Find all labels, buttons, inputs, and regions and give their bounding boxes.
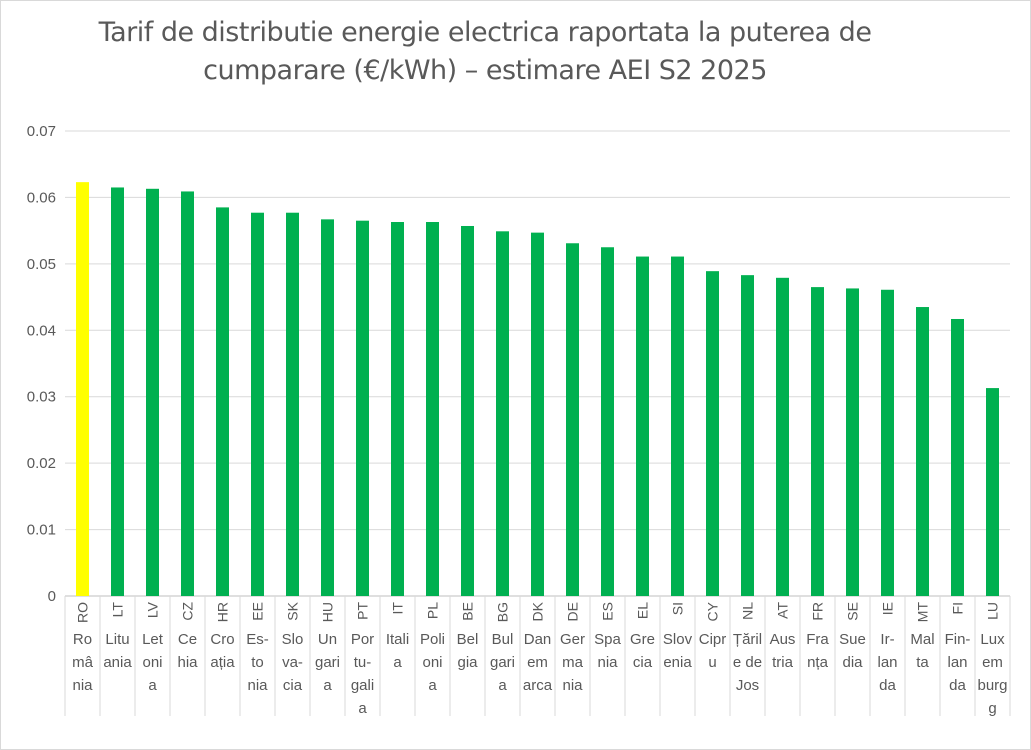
bar-be [461,225,474,596]
bar-pl [426,222,439,596]
category-name-label: Gre cia [630,631,655,671]
category-code-label: DK [530,601,546,621]
category-name-label: Lux em burg g [977,631,1007,717]
y-tick-label: 0.06 [27,189,56,206]
y-tick-label: 0.02 [27,455,56,472]
category-name-label: Let oni a [142,631,164,694]
category-code-label: IT [390,602,406,615]
bar-de [566,243,579,596]
category-code-label: CZ [180,602,196,621]
category-code-label: HU [320,602,336,622]
category-name-label: Mal ta [910,631,934,671]
category-name-label: Dan em arca [523,631,553,694]
category-name-label: Ger ma nia [560,631,585,694]
category-name-label: Sue dia [839,631,866,671]
category-name-label: Ro mâ nia [72,631,93,694]
y-tick-label: 0.01 [27,522,56,539]
category-name-label: Es-to nia [246,631,269,694]
category-name-label: Bel gia [457,631,479,671]
bar-lv [146,188,159,597]
category-code-label: LU [985,602,1001,620]
category-code-label: PT [355,602,371,620]
category-code-label: SE [845,602,861,621]
category-name-label: Por tu-gali a [351,631,374,717]
category-code-label: MT [915,602,931,623]
category-code-label: ES [600,602,616,621]
category-name-label: Spa nia [594,631,621,671]
category-code-label: DE [565,602,581,621]
bar-cy [706,271,719,596]
bar-pt [356,220,369,596]
category-name-label: Slov enia [663,631,693,671]
y-axis: 0 0.01 0.02 0.03 0.04 0.05 0.06 0.07 [27,123,56,605]
category-name-label: Itali a [386,631,409,671]
y-tick-label: 0.03 [27,389,56,406]
bar-sk [286,212,299,596]
bar-ro [76,182,89,596]
y-tick-label: 0.04 [27,322,56,339]
category-code-label: FR [810,602,826,621]
category-name-label: Țăril e de Jos [733,631,762,694]
bar-si [671,256,684,596]
bar-ie [881,289,894,596]
category-name-label: Litu ania [103,631,132,671]
bar-cz [181,191,194,596]
category-name-label: Fra nța [806,631,829,671]
bar-hu [321,219,334,596]
category-code-label: AT [775,602,791,619]
bars [76,182,999,597]
category-code-label: BE [460,602,476,621]
category-code-label: EL [635,602,651,619]
bar-fr [811,287,824,596]
category-code-label: CY [705,601,721,621]
bar-dk [531,232,544,596]
x-axis: RO Ro mâ nia LT Litu ania LV Let oni a CZ Ce hia HR Cro… [64,596,1011,717]
bar-lu [986,388,999,596]
category-code-label: EE [250,602,266,621]
category-code-label: IE [880,602,896,615]
category-name-label: Slo va-cia [282,631,304,694]
bar-nl [741,275,754,596]
bar-bg [496,231,509,597]
category-code-label: SK [285,601,301,620]
category-code-label: PL [425,602,441,619]
category-code-label: LT [110,602,126,618]
category-code-label: LV [145,601,161,618]
bar-ee [251,212,264,596]
category-name-label: Bul gari a [490,631,515,694]
bar-se [846,288,859,596]
category-name-label: Ce hia [177,631,198,671]
bar-el [636,256,649,596]
category-name-label: Fin-lan da [945,631,971,694]
category-code-label: NL [740,602,756,620]
chart-title: Tarif de distributie energie electrica r… [98,17,872,86]
y-tick-label: 0 [48,588,56,605]
category-name-label: Ir-lan da [877,631,897,694]
category-name-label: Cro ația [210,631,235,671]
category-name-label: Cipr u [699,631,727,671]
category-name-label: Aus tria [770,631,796,671]
bar-es [601,247,614,596]
category-code-label: SI [670,602,686,615]
category-code-label: HR [215,602,231,622]
category-name-label: Un gari a [315,631,340,694]
bar-mt [916,307,929,596]
bar-at [776,277,789,596]
bar-it [391,222,404,596]
bar-hr [216,207,229,596]
category-name-label: Poli oni a [420,631,445,694]
y-tick-label: 0.07 [27,123,56,140]
bar-fi [951,318,964,596]
y-tick-label: 0.05 [27,256,56,273]
bar-lt [111,187,124,596]
category-code-label: FI [950,602,966,614]
category-code-label: RO [75,602,91,623]
category-code-label: BG [495,602,511,622]
